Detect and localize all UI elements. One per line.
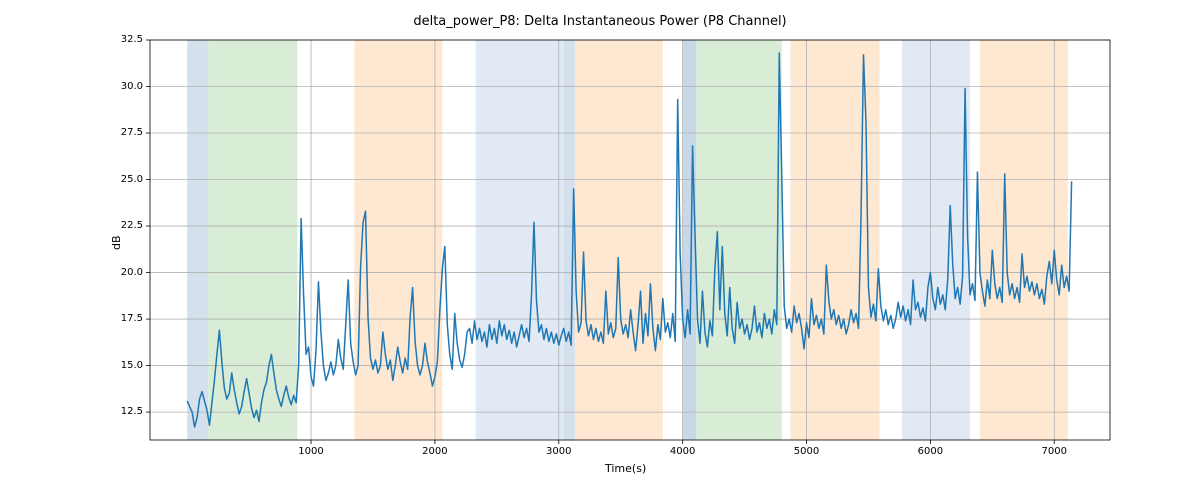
shade-region: [683, 40, 697, 440]
shade-region: [476, 40, 564, 440]
x-axis-label: Time(s): [605, 462, 646, 475]
xtick-label: 1000: [296, 446, 326, 457]
shade-region: [187, 40, 208, 440]
plot-axes: [150, 40, 1110, 440]
shade-region: [696, 40, 781, 440]
chart-title: delta_power_P8: Delta Instantaneous Powe…: [0, 14, 1200, 29]
xtick-label: 4000: [668, 446, 698, 457]
ytick-label: 32.5: [121, 34, 143, 45]
ytick-label: 20.0: [121, 267, 143, 278]
xtick-label: 6000: [915, 446, 945, 457]
y-axis-label: dB: [110, 235, 123, 250]
shade-region: [902, 40, 970, 440]
ytick-label: 22.5: [121, 220, 143, 231]
ytick-label: 25.0: [121, 174, 143, 185]
ytick-label: 30.0: [121, 81, 143, 92]
shade-region: [980, 40, 1068, 440]
ytick-label: 17.5: [121, 313, 143, 324]
shade-region: [354, 40, 442, 440]
ytick-label: 27.5: [121, 127, 143, 138]
shade-region: [575, 40, 663, 440]
xtick-label: 3000: [544, 446, 574, 457]
xtick-label: 7000: [1039, 446, 1069, 457]
ytick-label: 12.5: [121, 406, 143, 417]
plot-svg: [150, 40, 1110, 440]
ytick-label: 15.0: [121, 360, 143, 371]
figure: delta_power_P8: Delta Instantaneous Powe…: [0, 0, 1200, 500]
xtick-label: 5000: [792, 446, 822, 457]
xtick-label: 2000: [420, 446, 450, 457]
shade-region: [790, 40, 879, 440]
shade-region: [208, 40, 297, 440]
